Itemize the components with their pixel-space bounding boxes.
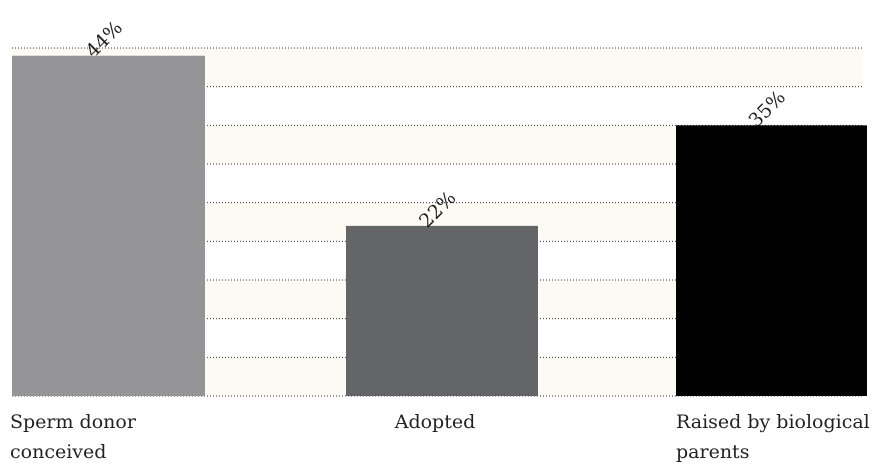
bar-3: [676, 125, 867, 396]
bar-1: [12, 55, 205, 396]
category-label-adopted: Adopted: [394, 411, 476, 433]
category-label-sperm-donor: Sperm donor conceived: [10, 411, 136, 463]
bar-2: [346, 225, 538, 396]
category-label-raised-by-biological-parents: Raised by biological parents: [676, 411, 870, 463]
bars: [12, 55, 867, 396]
